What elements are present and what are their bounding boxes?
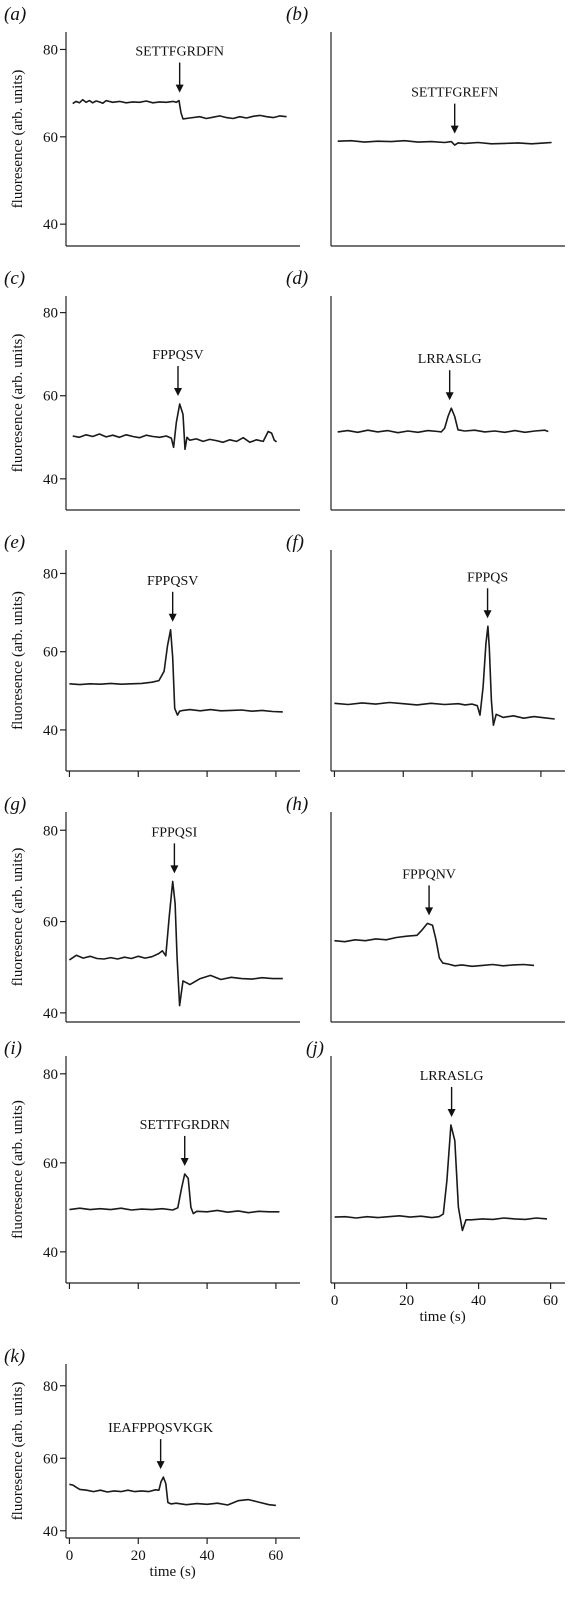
panel-label-b: (b) xyxy=(286,4,308,25)
peptide-label: SETTFGRDFN xyxy=(135,45,224,60)
peptide-label: FPPQNV xyxy=(402,867,456,882)
y-tick-label: 40 xyxy=(43,723,58,739)
x-tick-label: 40 xyxy=(200,1548,215,1564)
y-axis-title: fluoresence (arb. units) xyxy=(10,591,26,730)
panel-f: (f) FPPQS xyxy=(286,532,565,777)
x-tick-label: 60 xyxy=(543,1293,558,1309)
arrow-head xyxy=(156,1461,165,1470)
arrow-head xyxy=(180,1157,189,1166)
y-tick-label: 40 xyxy=(43,217,58,233)
panel-label-h: (h) xyxy=(286,794,308,815)
peptide-label: LRRASLG xyxy=(418,352,482,367)
arrow-head xyxy=(425,907,434,916)
panel-j: (j) 0 20 40 60 time (s) LRRASLG xyxy=(306,1038,565,1325)
panel-k: (k) 40 60 80 0 20 40 60 fluoresence (arb. units)… xyxy=(4,1346,300,1580)
arrow-head xyxy=(170,865,179,874)
panel-c: (c) 40 60 80 fluoresence (arb. units) FPPQSV xyxy=(4,268,300,511)
peptide-label: LRRASLG xyxy=(420,1069,484,1084)
panel-label-g: (g) xyxy=(4,794,26,815)
series-line-g xyxy=(68,880,283,1007)
arrow-head xyxy=(450,125,459,134)
x-tick-label: 20 xyxy=(399,1293,414,1309)
peptide-label: FPPQS xyxy=(467,570,508,585)
panel-label-k: (k) xyxy=(4,1346,25,1367)
y-tick-label: 40 xyxy=(43,1006,58,1022)
y-tick-label: 40 xyxy=(43,472,58,488)
y-axis-title: fluoresence (arb. units) xyxy=(10,334,26,473)
y-tick-label: 80 xyxy=(43,306,58,322)
peptide-label: FPPQSV xyxy=(152,348,203,363)
panel-e: (e) 40 60 80 fluoresence (arb. units) FPPQSV xyxy=(4,532,300,777)
panel-g: (g) 40 60 80 fluoresence (arb. units) FPPQSI xyxy=(4,794,300,1023)
y-tick-label: 60 xyxy=(43,1451,58,1467)
arrow-head xyxy=(175,84,184,93)
peptide-label: SETTFGREFN xyxy=(411,86,498,101)
panel-a: (a) 40 60 80 fluoresence (arb. units) SETTFGR… xyxy=(4,4,300,247)
y-tick-label: 80 xyxy=(43,42,58,58)
x-tick-label: 0 xyxy=(331,1293,339,1309)
peptide-label: IEAFPPQSVKGK xyxy=(108,1421,213,1436)
y-tick-label: 60 xyxy=(43,1156,58,1172)
x-tick-label: 60 xyxy=(268,1548,283,1564)
y-tick-label: 40 xyxy=(43,1245,58,1261)
y-tick-label: 40 xyxy=(43,1524,58,1540)
y-tick-label: 60 xyxy=(43,389,58,405)
x-tick-label: 20 xyxy=(131,1548,146,1564)
series-line-e xyxy=(69,629,283,716)
panel-b: (b) SETTFGREFN xyxy=(286,4,565,247)
series-line-b xyxy=(337,139,552,146)
arrow-head xyxy=(168,613,177,622)
y-tick-label: 80 xyxy=(43,823,58,839)
panel-d: (d) LRRASLG xyxy=(286,268,565,511)
peptide-label: FPPQSI xyxy=(151,825,197,840)
series-line-j xyxy=(334,1124,548,1232)
y-axis-title: fluoresence (arb. units) xyxy=(10,848,26,987)
series-line-f xyxy=(334,625,555,726)
x-axis-title: time (s) xyxy=(419,1309,465,1325)
panel-label-f: (f) xyxy=(286,532,304,553)
series-line-i xyxy=(69,1173,280,1215)
panel-label-a: (a) xyxy=(4,4,26,25)
y-axis-title: fluoresence (arb. units) xyxy=(10,1100,26,1239)
arrow-head xyxy=(173,388,182,397)
y-tick-label: 60 xyxy=(43,130,58,146)
peptide-label: FPPQSV xyxy=(147,574,198,589)
arrow-head xyxy=(447,1108,456,1117)
series-line-d xyxy=(337,407,549,434)
panel-label-e: (e) xyxy=(4,532,25,553)
panel-label-c: (c) xyxy=(4,268,25,289)
panel-label-j: (j) xyxy=(306,1038,324,1059)
x-tick-label: 0 xyxy=(66,1548,74,1564)
arrow-head xyxy=(483,610,492,619)
series-line-k xyxy=(69,1476,276,1507)
series-line-a xyxy=(72,98,287,120)
peptide-label: SETTFGRDRN xyxy=(140,1118,230,1133)
y-tick-label: 80 xyxy=(43,1379,58,1395)
series-line-h xyxy=(334,922,535,968)
panel-label-i: (i) xyxy=(4,1038,22,1059)
series-line-c xyxy=(72,403,278,451)
x-tick-label: 40 xyxy=(471,1293,486,1309)
y-axis-title: fluoresence (arb. units) xyxy=(10,70,26,209)
panel-i: (i) 40 60 80 fluoresence (arb. units) SETTFGR… xyxy=(4,1038,300,1289)
y-tick-label: 80 xyxy=(43,1067,58,1083)
y-axis-title: fluoresence (arb. units) xyxy=(10,1382,26,1521)
y-tick-label: 80 xyxy=(43,566,58,582)
panel-h: (h) FPPQNV xyxy=(286,794,565,1023)
arrow-head xyxy=(445,392,454,401)
x-axis-title: time (s) xyxy=(150,1564,196,1580)
y-tick-label: 60 xyxy=(43,915,58,931)
y-tick-label: 60 xyxy=(43,645,58,661)
panel-label-d: (d) xyxy=(286,268,308,289)
